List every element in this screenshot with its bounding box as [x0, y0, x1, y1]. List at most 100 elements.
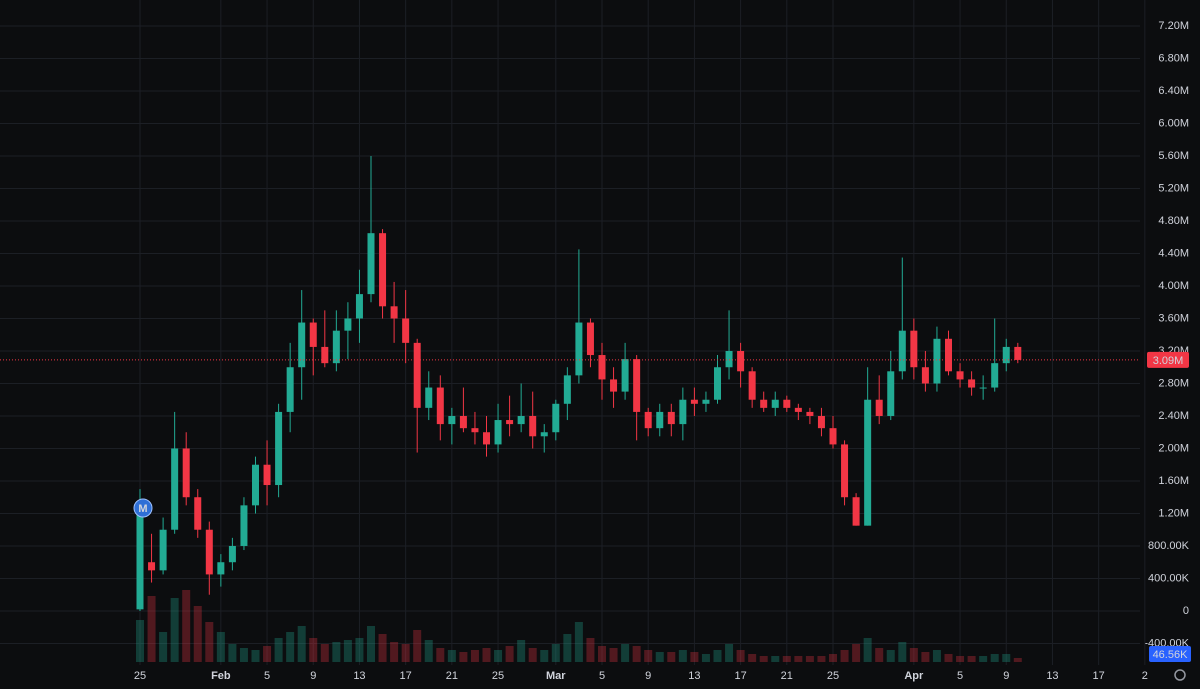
x-tick-label: 2	[1142, 670, 1148, 682]
candle-body	[425, 387, 433, 408]
candle-body	[390, 306, 398, 319]
volume-bar	[609, 648, 618, 662]
candle-body	[159, 529, 167, 571]
volume-bar	[470, 650, 479, 662]
volume-bar	[517, 640, 526, 662]
volume-bar	[401, 644, 410, 662]
volume-bar	[390, 642, 399, 662]
volume-bar	[817, 656, 826, 662]
volume-bar	[228, 644, 237, 662]
candle-body	[737, 350, 745, 372]
x-tick-label: 25	[492, 670, 504, 682]
volume-bar	[852, 644, 861, 662]
volume-bar	[667, 652, 676, 662]
x-tick-label: 13	[353, 670, 365, 682]
candle-body	[194, 497, 202, 530]
candle-body	[228, 545, 236, 563]
volume-bar	[274, 638, 283, 662]
volume-bar	[447, 650, 456, 662]
y-tick-label: 4.40M	[1158, 247, 1189, 259]
candle-body	[459, 415, 467, 429]
candle-body	[864, 399, 872, 526]
volume-bar	[632, 646, 641, 662]
candle-body	[725, 350, 733, 368]
candle-body	[402, 318, 410, 343]
candle-body	[413, 342, 421, 408]
price-label-box	[1147, 351, 1189, 368]
y-tick-label: 3.60M	[1158, 312, 1189, 324]
candle-body	[379, 233, 387, 307]
candle-body	[321, 346, 329, 364]
volume-bar	[251, 650, 260, 662]
volume-bar	[875, 648, 884, 662]
volume-bar	[540, 650, 549, 662]
candle-body	[945, 338, 952, 372]
volume-bar	[482, 648, 491, 662]
candle-body	[714, 367, 721, 400]
volume-bar	[909, 648, 918, 662]
volume-bar	[690, 652, 699, 662]
y-tick-label: 2.40M	[1158, 410, 1189, 422]
volume-bar	[886, 650, 895, 662]
candle-body	[344, 318, 352, 331]
candle-body	[806, 411, 814, 416]
candle-body	[586, 322, 594, 356]
x-tick-label: Mar	[546, 670, 566, 682]
x-tick-label: 5	[264, 670, 270, 682]
volume-bar	[355, 638, 364, 662]
volume-bar	[320, 644, 329, 662]
volume-bar	[805, 656, 814, 662]
volume-bar	[182, 590, 191, 662]
candle-body	[263, 464, 271, 486]
volume-bar	[413, 630, 422, 662]
candle-body	[240, 505, 248, 546]
candle-body	[898, 330, 906, 372]
candle-body	[471, 428, 479, 433]
volume-bar	[424, 640, 433, 662]
volume-bar	[286, 632, 295, 662]
candle-body	[621, 359, 629, 392]
x-tick-label: 25	[827, 670, 839, 682]
y-tick-label: 6.40M	[1158, 85, 1189, 97]
volume-bar	[436, 648, 445, 662]
volume-bar	[967, 656, 976, 662]
candle-body	[771, 399, 779, 408]
volume-bar	[459, 652, 468, 662]
volume-bar	[701, 654, 710, 662]
candle-body	[182, 448, 190, 498]
candle-body	[829, 428, 837, 445]
volume-bar	[863, 638, 872, 662]
candle-body	[448, 415, 456, 425]
volume-bar	[932, 650, 941, 662]
candle-body	[610, 379, 618, 392]
candle-body	[506, 420, 514, 425]
y-tick-label: 0	[1183, 605, 1189, 617]
volume-bar	[748, 654, 757, 662]
x-tick-label: 9	[1003, 670, 1009, 682]
volume-bar	[574, 622, 583, 662]
candle-body	[298, 322, 306, 368]
volume-bar	[713, 650, 722, 662]
volume-bar	[921, 652, 930, 662]
candle-body	[275, 411, 283, 486]
y-tick-label: 2.00M	[1158, 442, 1189, 454]
candle-body	[217, 562, 225, 575]
volume-bar	[840, 650, 849, 662]
volume-bar	[759, 656, 768, 662]
candle-body	[783, 399, 791, 408]
y-tick-label: 2.80M	[1158, 377, 1189, 389]
candle-body	[205, 529, 213, 575]
y-tick-label: 5.60M	[1158, 150, 1189, 162]
candle-body	[148, 562, 156, 571]
volume-bar	[898, 642, 907, 662]
settings-icon[interactable]	[1174, 669, 1186, 681]
candle-body	[875, 399, 883, 416]
candle-body	[841, 444, 849, 498]
event-marker	[133, 498, 153, 518]
x-tick-label: 13	[688, 670, 700, 682]
volume-bar	[586, 638, 595, 662]
candle-body	[933, 338, 941, 384]
volume-bar	[263, 646, 272, 662]
